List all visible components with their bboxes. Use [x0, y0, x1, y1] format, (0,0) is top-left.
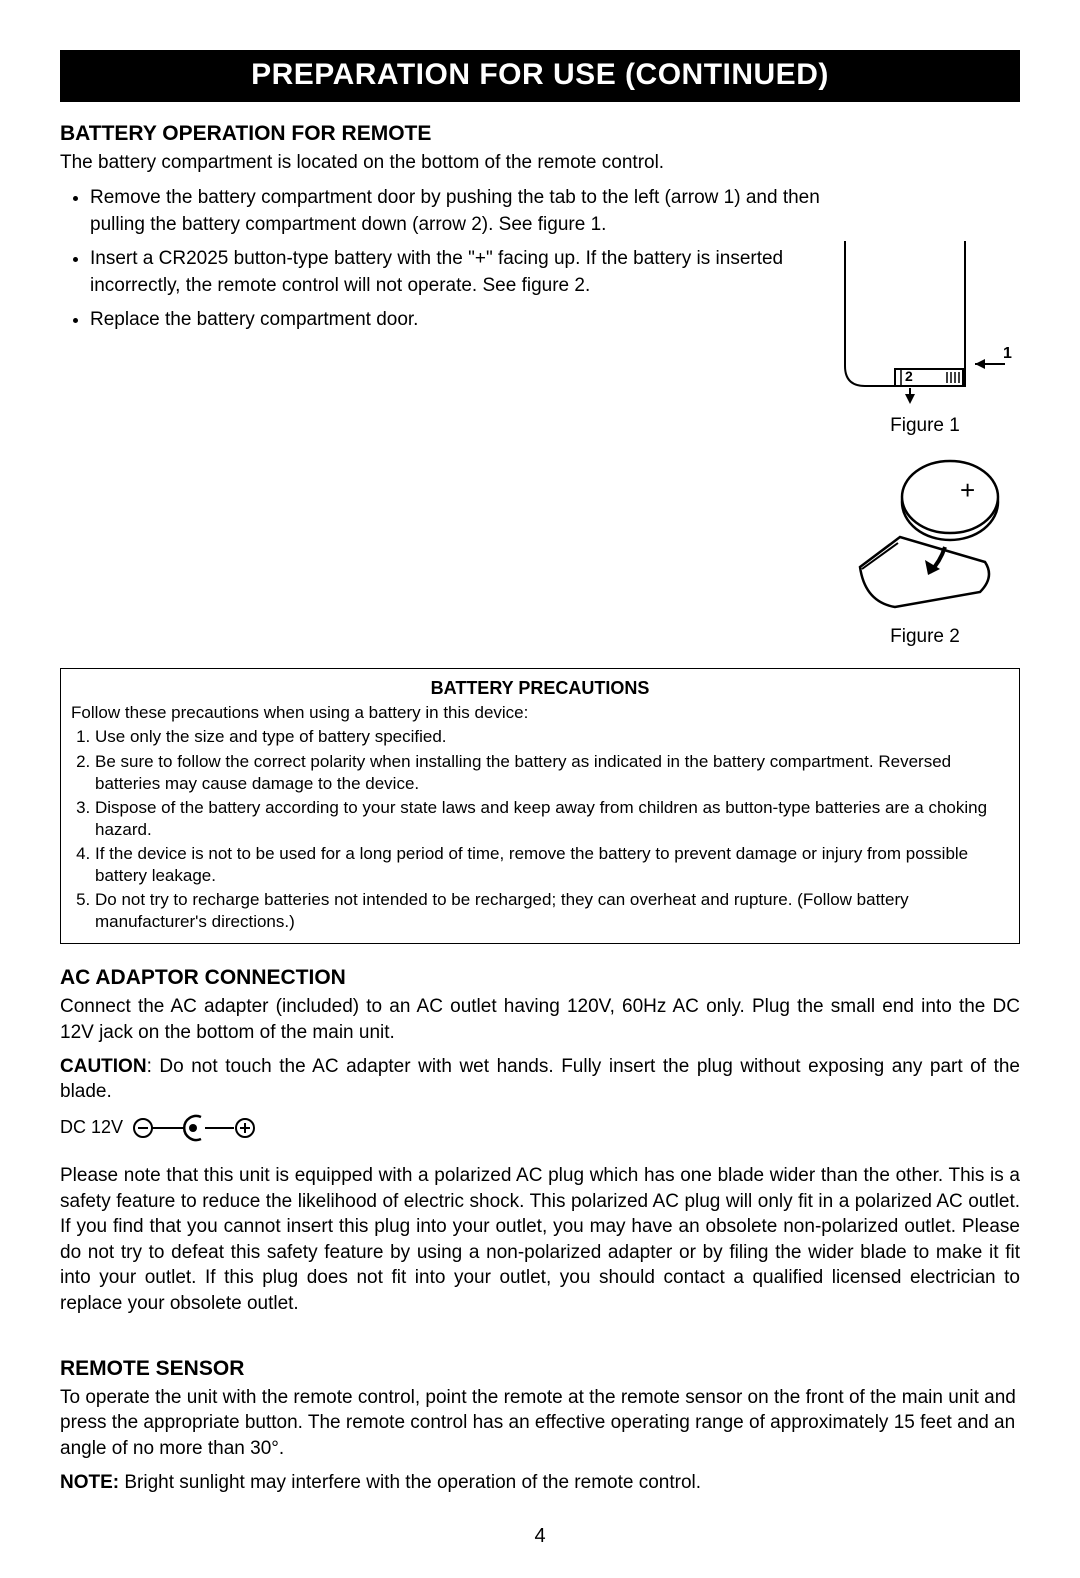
precautions-list: Use only the size and type of battery sp… — [71, 726, 1009, 933]
remote-sensor-heading: REMOTE SENSOR — [60, 1357, 1020, 1381]
remote-sensor-p1: To operate the unit with the remote cont… — [60, 1385, 1020, 1462]
precautions-intro: Follow these precautions when using a ba… — [71, 702, 1009, 724]
battery-bullets: Remove the battery compartment door by p… — [60, 184, 820, 334]
ac-caution: CAUTION: Do not touch the AC adapter wit… — [60, 1054, 1020, 1105]
battery-operation-heading: BATTERY OPERATION FOR REMOTE — [60, 122, 820, 146]
ac-p1: Connect the AC adapter (included) to an … — [60, 994, 1020, 1045]
figure-2-plus-label: + — [960, 475, 975, 505]
polarity-icon — [129, 1113, 279, 1143]
battery-bullet-1: Remove the battery compartment door by p… — [90, 184, 820, 239]
ac-p2: Please note that this unit is equipped w… — [60, 1163, 1020, 1317]
caution-text: : Do not touch the AC adapter with wet h… — [60, 1056, 1020, 1103]
two-column-layout: BATTERY OPERATION FOR REMOTE The battery… — [60, 116, 1020, 648]
battery-intro: The battery compartment is located on th… — [60, 150, 820, 176]
figure-2-caption: Figure 2 — [830, 626, 1020, 648]
figure-2-illustration: + — [840, 447, 1010, 617]
caution-label: CAUTION — [60, 1056, 147, 1077]
title-bar: PREPARATION FOR USE (CONTINUED) — [60, 50, 1020, 102]
dc-polarity-line: DC 12V — [60, 1113, 1020, 1143]
battery-bullet-2: Insert a CR2025 button-type battery with… — [90, 245, 820, 300]
precautions-title: BATTERY PRECAUTIONS — [71, 677, 1009, 700]
precaution-2: Be sure to follow the correct polarity w… — [95, 751, 1009, 795]
figure-1-caption: Figure 1 — [830, 415, 1020, 437]
figures-column: 1 2 Figure 1 + Figure 2 — [830, 116, 1020, 648]
precaution-5: Do not try to recharge batteries not int… — [95, 889, 1009, 933]
left-column: BATTERY OPERATION FOR REMOTE The battery… — [60, 116, 820, 648]
note-label: NOTE: — [60, 1472, 119, 1493]
figure-1-arrow1-label: 1 — [1003, 345, 1012, 362]
precaution-4: If the device is not to be used for a lo… — [95, 843, 1009, 887]
precautions-box: BATTERY PRECAUTIONS Follow these precaut… — [60, 668, 1020, 944]
note-text: Bright sunlight may interfere with the o… — [119, 1472, 701, 1493]
dc-label: DC 12V — [60, 1117, 123, 1138]
page: PREPARATION FOR USE (CONTINUED) BATTERY … — [0, 0, 1080, 1578]
precaution-1: Use only the size and type of battery sp… — [95, 726, 1009, 748]
remote-sensor-note: NOTE: Bright sunlight may interfere with… — [60, 1470, 1020, 1496]
ac-adaptor-heading: AC ADAPTOR CONNECTION — [60, 966, 1020, 990]
precaution-3: Dispose of the battery according to your… — [95, 797, 1009, 841]
figure-1-illustration: 1 2 — [835, 236, 1015, 406]
figure-1-arrow2-label: 2 — [905, 368, 913, 384]
page-number: 4 — [60, 1525, 1020, 1548]
battery-bullet-3: Replace the battery compartment door. — [90, 306, 820, 334]
